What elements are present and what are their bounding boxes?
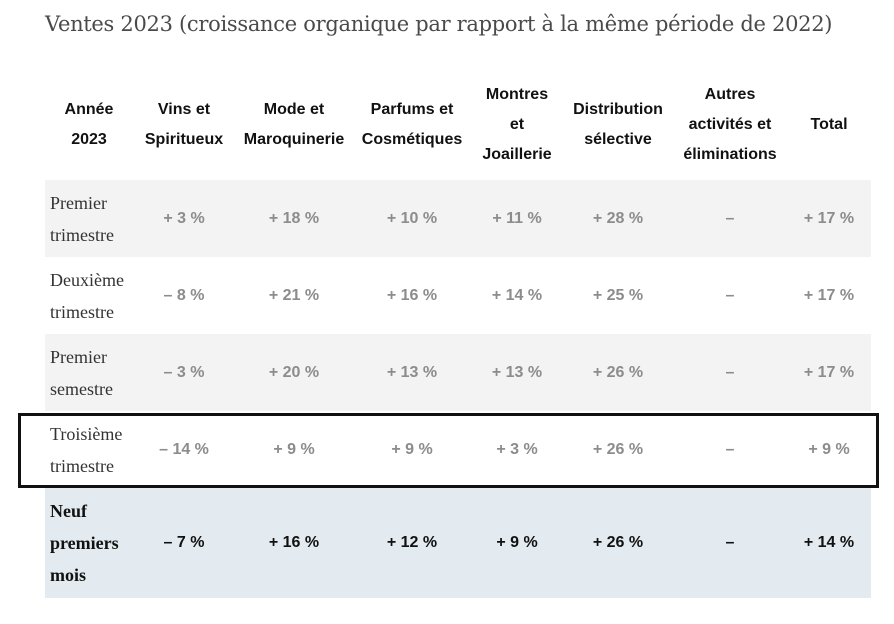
column-header-total: Total	[810, 116, 848, 133]
table-cell: + 13 %	[471, 334, 563, 411]
table-cell: + 12 %	[353, 488, 471, 598]
row-label: Troisième trimestre	[50, 423, 123, 476]
table-cell: + 21 %	[268, 286, 320, 304]
sales-growth-table: Année 2023 Vins et Spiritueux Mode et Ma…	[45, 70, 871, 598]
table-cell: + 25 %	[592, 286, 644, 304]
table-cell: + 26 %	[563, 334, 673, 411]
row-label: Deuxième trimestre	[50, 269, 124, 322]
table-cell: + 9 %	[273, 440, 315, 458]
row-label: Premier trimestre	[45, 180, 133, 257]
table-cell: + 9 %	[471, 488, 563, 598]
column-header-wines-spirits: Vins et Spiritueux	[144, 101, 224, 148]
column-header-selective-retailing: Distribution sélective	[573, 101, 663, 148]
table-row: Premier trimestre + 3 % + 18 % + 10 % + …	[45, 180, 871, 257]
table-cell: – 7 %	[133, 488, 235, 598]
table-cell: + 16 %	[235, 488, 353, 598]
table-cell: – 8 %	[163, 286, 205, 304]
table-cell: + 17 %	[803, 286, 855, 304]
table-cell: + 17 %	[787, 334, 871, 411]
table-row: Deuxième trimestre – 8 % + 21 % + 16 % +…	[45, 257, 871, 334]
table-cell: + 9 %	[391, 440, 433, 458]
table-cell: –	[673, 334, 787, 411]
column-header-perfumes-cosmetics: Parfums et Cosmétiques	[361, 101, 463, 148]
column-header-other-activities: Autres activités et éliminations	[683, 86, 777, 163]
table-cell: + 28 %	[563, 180, 673, 257]
table-cell: + 14 %	[787, 488, 871, 598]
table-cell: –	[673, 488, 787, 598]
table-cell: – 3 %	[133, 334, 235, 411]
table-cell: + 18 %	[235, 180, 353, 257]
row-label: Premier semestre	[45, 334, 133, 411]
table-row: Premier semestre – 3 % + 20 % + 13 % + 1…	[45, 334, 871, 411]
column-header-year: Année 2023	[64, 101, 114, 148]
table-cell: – 14 %	[159, 440, 209, 458]
table-row-highlighted: Troisième trimestre – 14 % + 9 % + 9 % +…	[45, 411, 871, 488]
table-cell: + 9 %	[808, 440, 850, 458]
table-cell: + 17 %	[787, 180, 871, 257]
table-cell: + 20 %	[235, 334, 353, 411]
table-cell: + 26 %	[592, 440, 644, 458]
column-header-watches-jewelry: Montres et Joaillerie	[482, 86, 552, 163]
table-cell: –	[673, 180, 787, 257]
table-cell: + 11 %	[471, 180, 563, 257]
table-cell: + 10 %	[353, 180, 471, 257]
table-cell: –	[725, 286, 735, 304]
table-cell: + 13 %	[353, 334, 471, 411]
table-header-row: Année 2023 Vins et Spiritueux Mode et Ma…	[45, 70, 871, 180]
table-cell: –	[725, 440, 735, 458]
table-cell: + 26 %	[563, 488, 673, 598]
table-row-total: Neuf premiers mois – 7 % + 16 % + 12 % +…	[45, 488, 871, 598]
table-cell: + 3 %	[496, 440, 538, 458]
row-label: Neuf premiers mois	[45, 488, 133, 598]
table-cell: + 16 %	[386, 286, 438, 304]
column-header-fashion-leather: Mode et Maroquinerie	[243, 101, 345, 148]
table-title: Ventes 2023 (croissance organique par ra…	[45, 12, 833, 36]
table-cell: + 14 %	[491, 286, 543, 304]
table-cell: + 3 %	[133, 180, 235, 257]
